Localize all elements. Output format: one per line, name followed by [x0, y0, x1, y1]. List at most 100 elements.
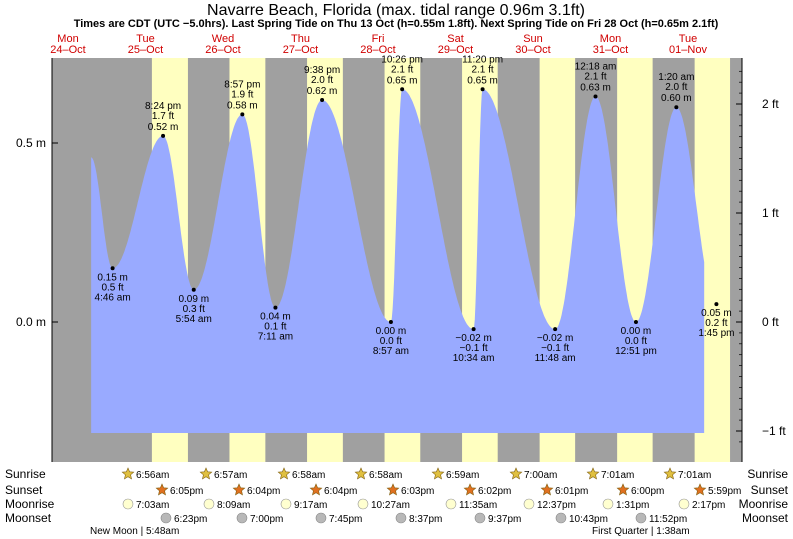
moonset-icon: [555, 512, 567, 524]
low-metres: 0.15 m: [97, 272, 128, 283]
low-metres: −0.02 m: [455, 333, 491, 344]
high-time: 11:20 pm: [462, 54, 503, 65]
high-metres: 0.52 m: [148, 122, 179, 133]
moonset-time: 6:23pm: [174, 514, 207, 525]
sunset-icon: [463, 483, 477, 496]
moonrise-icon: [203, 498, 215, 510]
sunrise-icon: [509, 467, 523, 480]
moonset-icon: [236, 512, 248, 524]
high-feet: 2.1 ft: [471, 64, 493, 75]
sunrise-icon: [431, 467, 445, 480]
sunrise-time: 6:58am: [369, 470, 402, 481]
row-label-right-moonset: Moonset: [742, 511, 789, 525]
sunset-icon: [232, 483, 246, 496]
extreme-dot: [273, 305, 278, 310]
row-label-left-sunset: Sunset: [5, 483, 43, 497]
sunrise-icon: [277, 467, 291, 480]
moonset-time: 8:37pm: [409, 514, 442, 525]
extreme-dot: [191, 287, 196, 292]
right-tick-label: −1 ft: [762, 424, 786, 438]
moonrise-icon: [523, 498, 535, 510]
high-time: 12:18 am: [575, 61, 617, 72]
day-name: Sat: [447, 33, 464, 45]
extreme-dot: [633, 320, 638, 324]
high-time: 9:38 pm: [304, 65, 340, 76]
moonrise-icon: [122, 498, 134, 510]
sunrise-icon: [586, 467, 600, 480]
sunset-icon: [386, 483, 400, 496]
right-tick-label: 2 ft: [762, 97, 779, 111]
moonrise-time: 1:31pm: [616, 500, 649, 511]
day-date: 30–Oct: [515, 44, 550, 56]
moonrise-icon: [357, 498, 369, 510]
low-feet: −0.1 ft: [541, 343, 569, 354]
sunset-icon: [309, 483, 323, 496]
day-date: 28–Oct: [360, 44, 395, 56]
low-feet: 0.0 ft: [625, 336, 647, 347]
sunrise-time: 7:01am: [601, 470, 634, 481]
moonset-icon: [160, 512, 172, 524]
high-metres: 0.65 m: [467, 75, 498, 86]
tide-area-path: [91, 89, 705, 433]
left-tick-label: 0.0 m: [16, 315, 46, 329]
sunset-time: 5:59pm: [708, 486, 741, 497]
sunrise-time: 6:57am: [214, 470, 247, 481]
moonset-time: 9:37pm: [488, 514, 521, 525]
high-metres: 0.63 m: [580, 82, 611, 93]
day-name: Thu: [291, 33, 310, 45]
sunrise-icon: [199, 467, 213, 480]
chart-subtitle: Times are CDT (UTC −5.0hrs). Last Spring…: [74, 18, 719, 30]
high-metres: 0.65 m: [387, 75, 418, 86]
low-feet: 0.3 ft: [183, 304, 205, 315]
sunset-icon: [155, 483, 169, 496]
moon-phase-first-quarter: First Quarter | 1:38am: [592, 526, 690, 537]
sunrise-time: 7:01am: [678, 470, 711, 481]
extreme-dot: [161, 133, 166, 138]
moonset-time: 7:00pm: [250, 514, 283, 525]
high-metres: 0.60 m: [661, 93, 692, 104]
moonrise-time: 8:09am: [217, 500, 250, 511]
moonset-icon: [315, 512, 327, 524]
extreme-dot: [240, 112, 245, 117]
moonrise-icon: [602, 498, 614, 510]
day-name: Tue: [679, 33, 698, 45]
high-feet: 2.1 ft: [584, 71, 606, 82]
moonset-time: 10:43pm: [569, 514, 608, 525]
extreme-dot: [674, 105, 679, 110]
low-time: 1:45 pm: [698, 328, 734, 339]
day-date: 29–Oct: [438, 44, 473, 56]
high-feet: 1.7 ft: [152, 111, 174, 122]
low-time: 7:11 am: [258, 332, 293, 343]
moonset-icon: [395, 512, 407, 524]
extreme-dot: [714, 302, 719, 307]
sunrise-time: 6:59am: [446, 470, 479, 481]
extreme-dot: [400, 87, 405, 92]
high-time: 8:24 pm: [145, 101, 181, 112]
moonrise-time: 9:17am: [294, 500, 327, 511]
day-name: Tue: [136, 33, 155, 45]
tide-area: [91, 89, 705, 433]
extreme-dot: [480, 87, 485, 92]
sunset-time: 6:05pm: [170, 486, 203, 497]
high-time: 8:57 pm: [224, 79, 260, 90]
low-metres: 0.05 m: [701, 308, 732, 319]
sunrise-icon: [354, 467, 368, 480]
low-feet: 0.1 ft: [264, 322, 286, 333]
day-date: 31–Oct: [593, 44, 628, 56]
moonrise-time: 10:27am: [371, 500, 410, 511]
day-date: 24–Oct: [50, 44, 85, 56]
day-date: 25–Oct: [128, 44, 163, 56]
extreme-dot: [320, 98, 325, 103]
high-metres: 0.58 m: [227, 100, 258, 111]
low-metres: 0.00 m: [621, 326, 652, 337]
low-metres: −0.02 m: [537, 333, 573, 344]
high-feet: 2.0 ft: [665, 82, 687, 93]
axes: 0.5 m 0.0 m 2 ft 1 ft 0 ft −1 ft: [16, 58, 786, 462]
moonrise-time: 2:17pm: [692, 500, 725, 511]
day-name: Sun: [523, 33, 543, 45]
sunset-time: 6:03pm: [401, 486, 434, 497]
moonrise-time: 11:35am: [459, 500, 497, 511]
low-feet: 0.0 ft: [380, 336, 402, 347]
